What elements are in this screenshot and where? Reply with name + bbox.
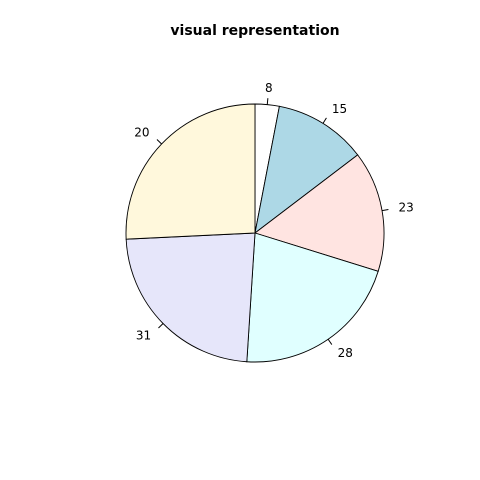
slice-label-23: 23 — [399, 201, 414, 215]
pie-slices — [126, 104, 384, 362]
pie-slice-31 — [126, 233, 255, 362]
label-tick-23 — [382, 210, 388, 211]
label-tick-28 — [328, 339, 332, 344]
label-tick-31 — [158, 323, 163, 328]
slice-label-28: 28 — [338, 346, 353, 360]
slice-label-20: 20 — [134, 125, 149, 139]
slice-label-8: 8 — [265, 81, 273, 95]
label-tick-20 — [157, 140, 162, 144]
pie-slice-20 — [126, 104, 255, 239]
label-tick-8 — [267, 98, 268, 104]
chart-title: visual representation — [170, 23, 339, 39]
slice-label-31: 31 — [136, 328, 151, 342]
slice-label-15: 15 — [332, 102, 347, 116]
label-tick-15 — [323, 118, 326, 123]
